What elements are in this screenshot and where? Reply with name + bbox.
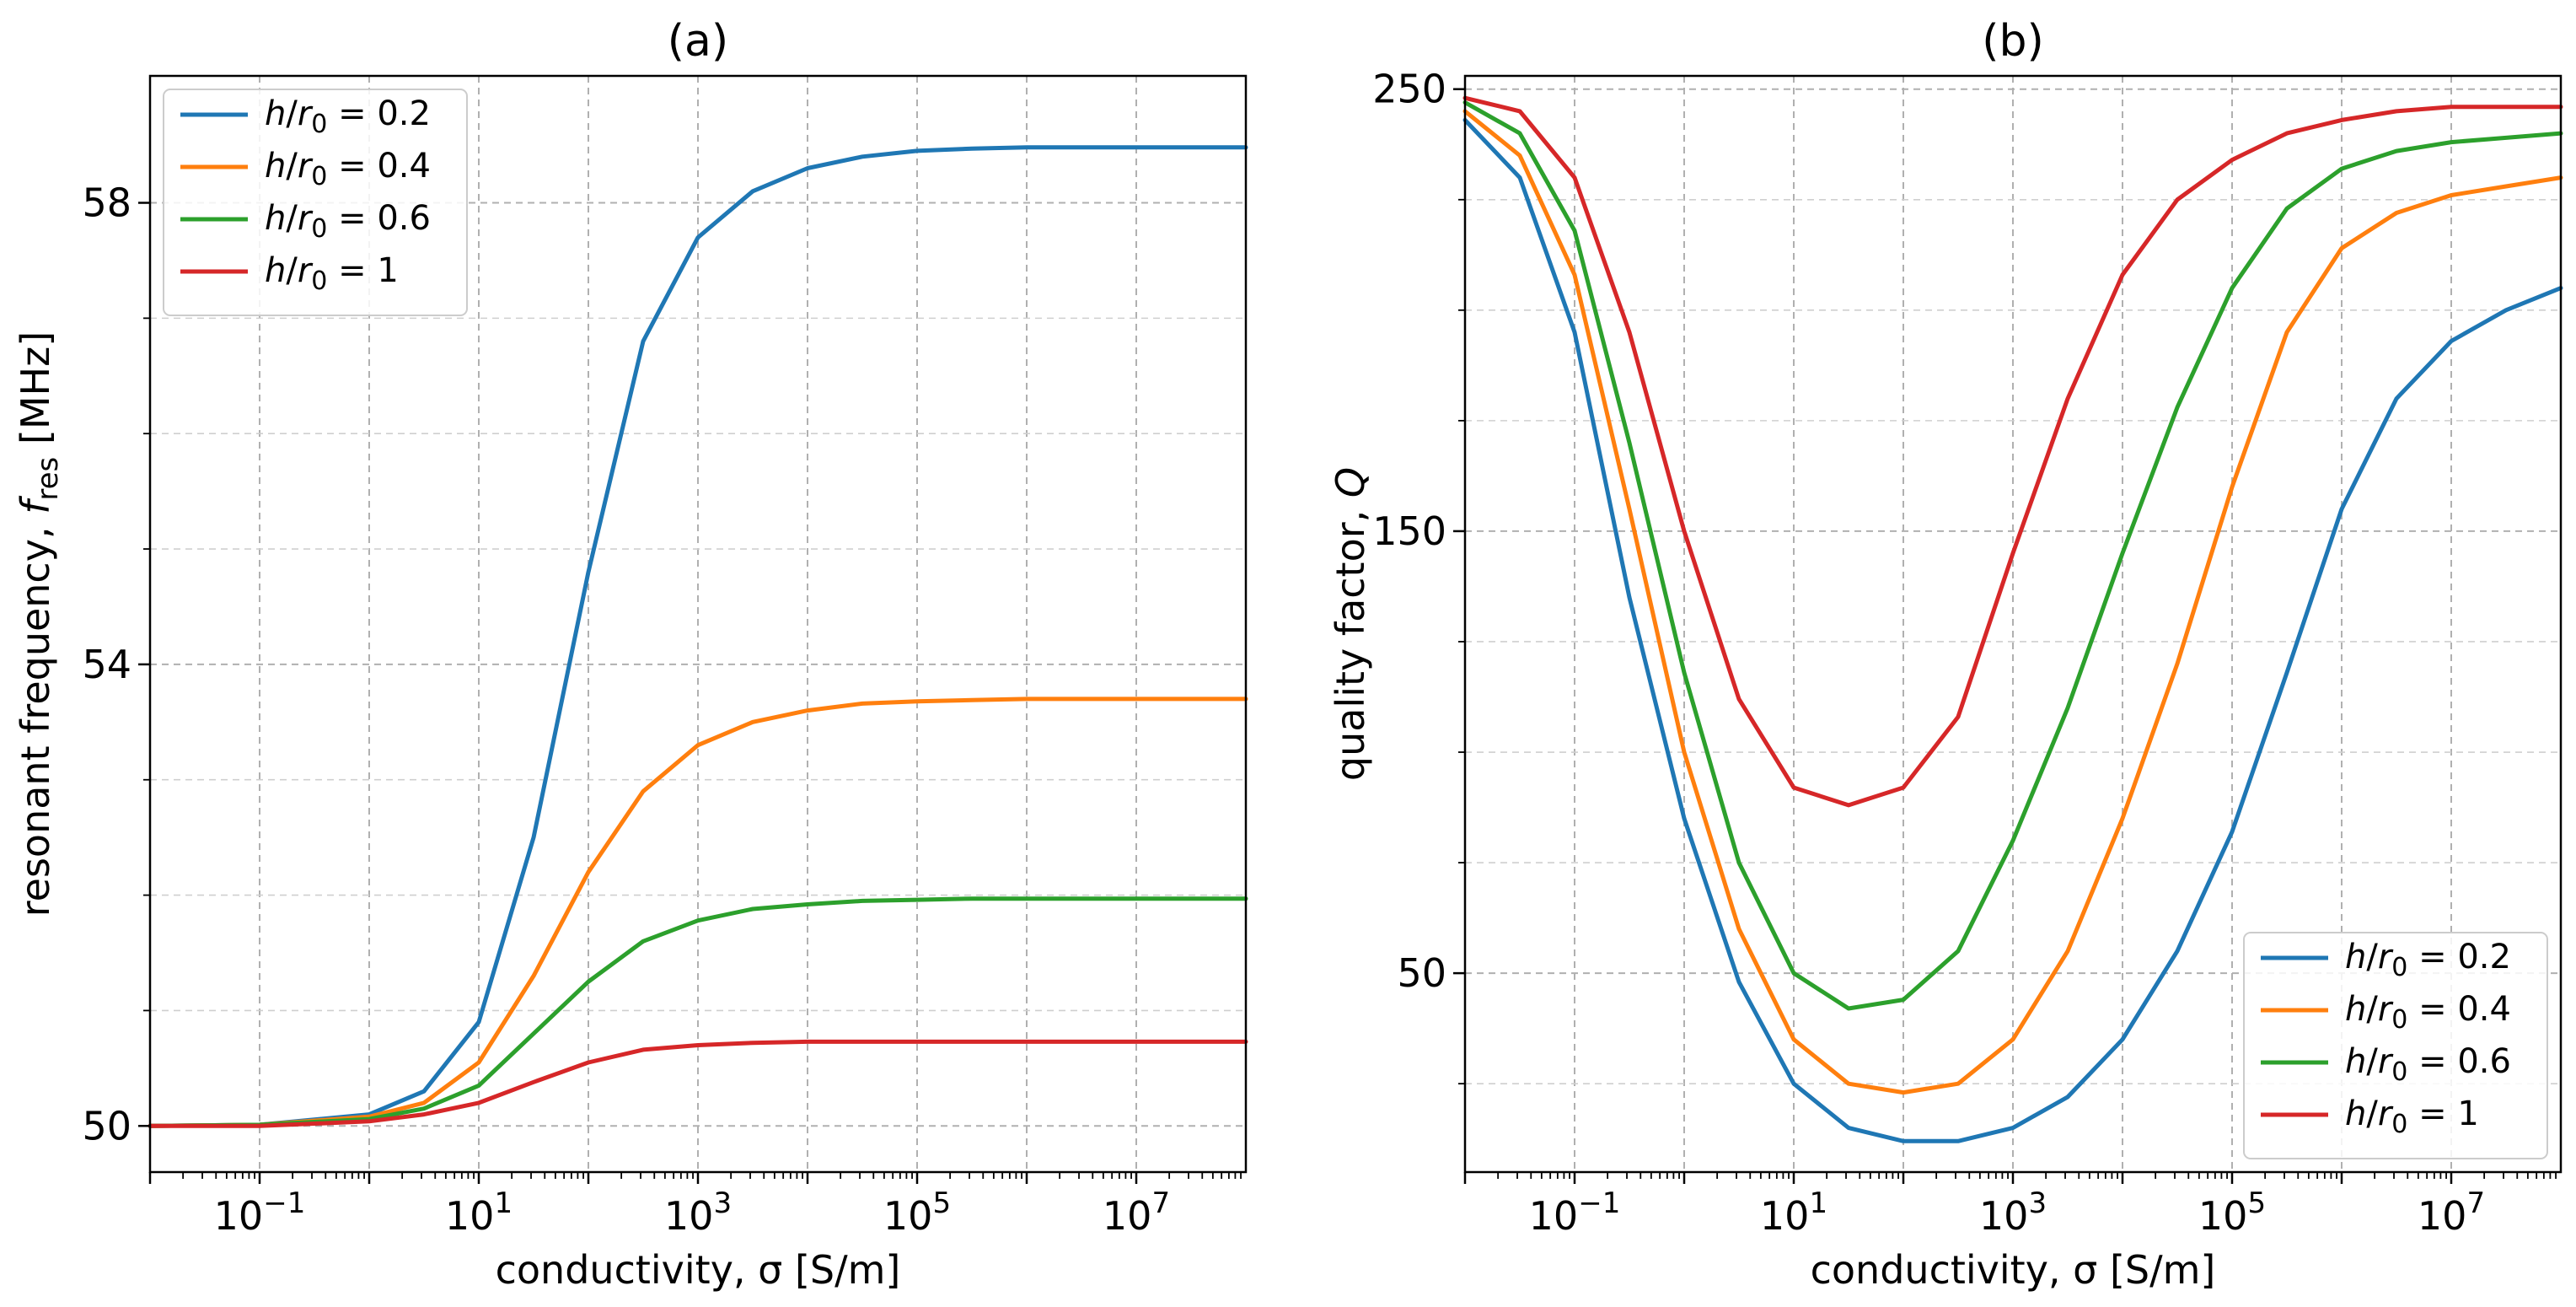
series-group bbox=[1462, 95, 2563, 1143]
grid bbox=[150, 76, 1246, 1172]
panel-b: 10−1 101 103 105 107 50 150 250 (b) conductivity,… bbox=[1328, 16, 2563, 1293]
x-axis-label: conductivity, σ [S/m] bbox=[1811, 1247, 2216, 1293]
legend-label: h/r0 = 1 bbox=[2345, 1095, 2479, 1139]
x-axis-label: conductivity, σ [S/m] bbox=[496, 1247, 901, 1293]
y-axis-label: quality factor, Q bbox=[1328, 467, 1373, 781]
x-axis: 10−1 101 103 105 107 bbox=[1463, 1172, 2557, 1239]
x-tick-label: 10−1 bbox=[1529, 1186, 1621, 1239]
series-line-h-r0-0-4 bbox=[148, 697, 1248, 1128]
x-tick-label: 101 bbox=[445, 1186, 513, 1239]
x-tick-label: 103 bbox=[1979, 1186, 2047, 1239]
legend-label: h/r0 = 0.4 bbox=[2345, 990, 2511, 1035]
series-line-h-r0-0-4 bbox=[1462, 109, 2563, 1095]
legend-box bbox=[2243, 932, 2548, 1159]
y-tick-label: 250 bbox=[1372, 67, 1446, 112]
series-line-h-r0-0-2 bbox=[1462, 117, 2563, 1143]
x-axis: 10−1 101 103 105 107 bbox=[148, 1172, 1242, 1239]
series-line-h-r0-1 bbox=[148, 1039, 1248, 1128]
legend-label: h/r0 = 0.2 bbox=[265, 94, 431, 139]
series-group bbox=[148, 145, 1248, 1128]
x-tick-label: 10−1 bbox=[214, 1186, 306, 1239]
legend-label: h/r0 = 0.4 bbox=[265, 147, 431, 191]
y-tick-label: 150 bbox=[1372, 508, 1446, 554]
legend-label: h/r0 = 1 bbox=[265, 251, 399, 296]
y-axis: 50 54 58 bbox=[82, 180, 150, 1148]
legend-box bbox=[163, 89, 468, 316]
series-line-h-r0-1 bbox=[1462, 95, 2563, 808]
x-tick-label: 103 bbox=[664, 1186, 732, 1239]
series-line-h-r0-0-6 bbox=[1462, 100, 2563, 1011]
series-line-h-r0-0-2 bbox=[148, 145, 1248, 1128]
y-tick-label: 58 bbox=[82, 180, 131, 226]
x-tick-label: 107 bbox=[1103, 1186, 1170, 1239]
y-tick-label: 54 bbox=[82, 642, 131, 687]
y-axis: 50 150 250 bbox=[1372, 67, 1465, 1085]
x-tick-label: 107 bbox=[2418, 1186, 2485, 1239]
legend: h/r0 = 0.2 h/r0 = 0.4 h/r0 = 0.6 h/r0 = 1 bbox=[2243, 932, 2548, 1159]
x-tick-label: 101 bbox=[1760, 1186, 1827, 1239]
y-tick-label: 50 bbox=[1397, 950, 1446, 996]
legend-label: h/r0 = 0.2 bbox=[2345, 938, 2511, 982]
panel-title: (b) bbox=[1982, 16, 2044, 67]
y-axis-label: resonant frequency, fres [MHz] bbox=[13, 331, 65, 917]
legend-label: h/r0 = 0.6 bbox=[2345, 1042, 2511, 1087]
x-tick-label: 105 bbox=[2198, 1186, 2266, 1239]
y-tick-label: 50 bbox=[82, 1103, 131, 1148]
legend: h/r0 = 0.2 h/r0 = 0.4 h/r0 = 0.6 h/r0 = 1 bbox=[163, 89, 468, 316]
x-tick-label: 105 bbox=[883, 1186, 951, 1239]
panel-a: 10−1 101 103 105 107 50 54 58 (a) conductivity, σ… bbox=[13, 16, 1248, 1293]
legend-label: h/r0 = 0.6 bbox=[265, 199, 431, 244]
series-line-h-r0-0-6 bbox=[148, 896, 1248, 1128]
grid bbox=[1465, 76, 2561, 1172]
panel-title: (a) bbox=[668, 16, 728, 67]
